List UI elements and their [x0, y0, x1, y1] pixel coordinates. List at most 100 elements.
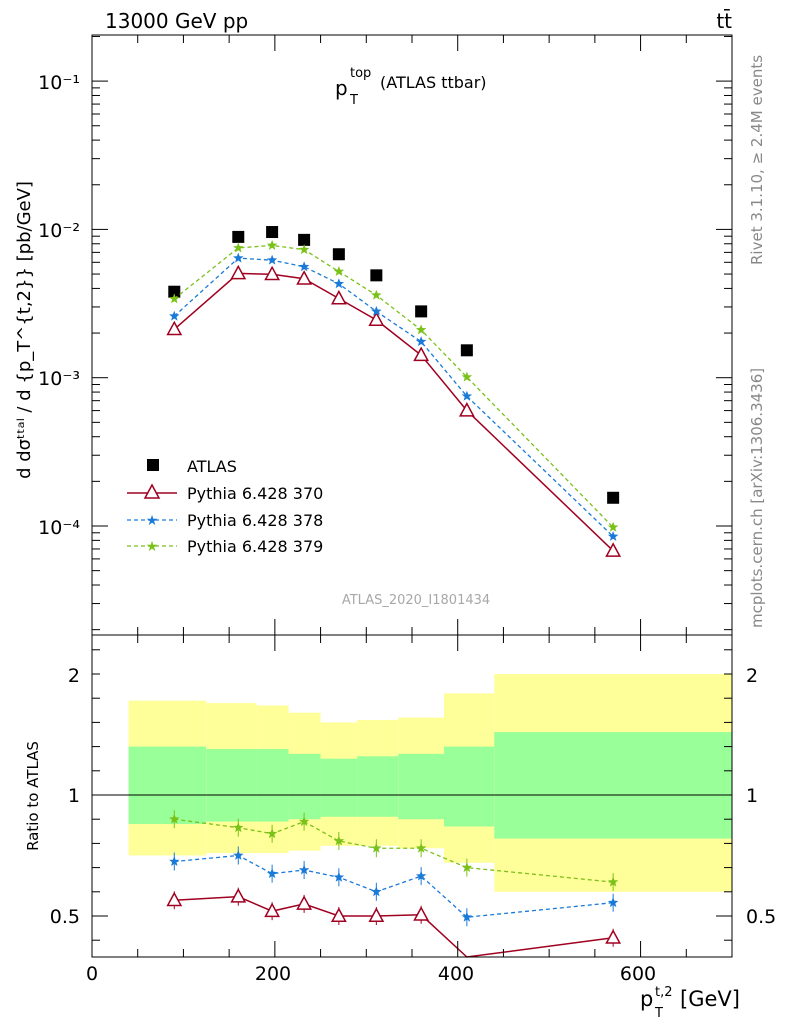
- plot-title: p top T (ATLAS ttbar): [335, 66, 487, 108]
- ratio-point: [233, 850, 244, 860]
- data-point: [230, 264, 247, 280]
- x-axis-label: p t,2 T [GeV]: [640, 985, 740, 1021]
- ratio-y-tick-label-right: 2: [746, 665, 758, 687]
- ratio-point: [607, 897, 619, 908]
- ratio-point: [415, 870, 427, 881]
- ratio-band-inner: [398, 753, 444, 820]
- ratio-y-tick-label: 0.5: [50, 906, 80, 928]
- data-point: [461, 371, 473, 382]
- data-point: [266, 239, 278, 250]
- title-suffix: (ATLAS ttbar): [380, 73, 487, 92]
- ratio-point: [333, 871, 345, 882]
- data-point: [264, 265, 281, 281]
- main-y-axis-label-text: d dσᵗᵗᵃˡ / d {p_T^{t,2}} [pb/GeV]: [14, 181, 35, 479]
- data-point: [266, 226, 279, 239]
- data-point: [415, 324, 427, 335]
- ratio-point: [166, 891, 183, 907]
- ratio-point: [169, 813, 180, 824]
- ratio-point: [298, 864, 310, 875]
- ratio-y-tick-label-right: 0.5: [746, 906, 776, 928]
- data-point: [233, 252, 244, 263]
- data-point: [333, 266, 345, 276]
- ratio-series-layer: [166, 810, 622, 958]
- ratio-point: [266, 828, 278, 839]
- data-point: [461, 390, 473, 401]
- main-y-tick-labels: 10⁻⁴ 10⁻³ 10⁻² 10⁻¹: [38, 72, 80, 539]
- data-point: [458, 402, 475, 417]
- legend-item-pythia379: ★ Pythia 6.428 379: [127, 537, 323, 556]
- ratio-y-tick-label: 2: [68, 665, 80, 687]
- ratio-point: [461, 911, 473, 922]
- main-series-line: [173, 272, 614, 552]
- legend-item-pythia370: Pythia 6.428 370: [127, 483, 323, 503]
- ratio-point: [415, 842, 427, 853]
- main-y-tick-label: 10⁻³: [38, 368, 80, 390]
- ratio-point: [330, 907, 347, 922]
- legend-item-atlas: ATLAS: [147, 457, 237, 476]
- data-point: [415, 336, 427, 347]
- data-point: [371, 289, 382, 300]
- ratio-point: [169, 856, 180, 866]
- legend-item-pythia378: ★ Pythia 6.428 378: [127, 511, 323, 530]
- ratio-band-inner: [494, 732, 732, 839]
- data-point: [607, 491, 620, 504]
- data-point: [168, 285, 181, 298]
- ratio-band-inner: [320, 758, 358, 817]
- title-subscript: T: [349, 93, 358, 108]
- ratio-axis-ticks: [91, 635, 733, 957]
- legend-label: Pythia 6.428 379: [187, 537, 323, 556]
- energy-label: 13000 GeV pp: [105, 9, 248, 33]
- ratio-point: [230, 888, 247, 903]
- data-point: [415, 305, 428, 318]
- data-point: [333, 278, 345, 289]
- data-point: [233, 242, 244, 253]
- data-point: [607, 531, 619, 541]
- x-axis-label-superscript: t,2: [655, 985, 673, 1000]
- data-point: [368, 311, 385, 326]
- data-point: [332, 248, 345, 261]
- data-point: [298, 233, 311, 246]
- ratio-point: [461, 862, 473, 872]
- ratio-point: [266, 868, 278, 879]
- x-tick-label: 600: [620, 963, 656, 985]
- main-y-tick-label: 10⁻²: [38, 220, 80, 242]
- rivet-label: Rivet 3.1.10, ≥ 2.4M events: [748, 55, 766, 265]
- legend-triangle-marker: [143, 483, 161, 499]
- ratio-band-inner: [206, 749, 257, 822]
- ratio-point: [264, 902, 281, 918]
- data-point: [169, 293, 180, 304]
- legend-star-marker: ★: [146, 539, 159, 555]
- data-point: [266, 254, 278, 265]
- x-axis-label-subscript: T: [654, 1006, 663, 1021]
- ratio-y-tick-label-right: 1: [746, 785, 758, 807]
- ratio-band-inner: [444, 746, 495, 827]
- data-point: [166, 320, 183, 336]
- ratio-band-inner: [357, 756, 399, 817]
- main-series-layer: [166, 226, 622, 557]
- main-y-axis-label: d dσᵗᵗᵃˡ / d {p_T^{t,2}} [pb/GeV]: [14, 181, 35, 479]
- main-axis-ticks: [91, 35, 733, 635]
- x-tick-label: 200: [255, 963, 291, 985]
- title-superscript: top: [350, 66, 371, 81]
- ratio-y-axis-label-text: Ratio to ATLAS: [24, 741, 42, 851]
- ratio-band-inner: [256, 749, 289, 822]
- main-y-tick-label: 10⁻¹: [38, 72, 80, 94]
- data-point: [298, 261, 310, 272]
- data-point: [169, 310, 180, 321]
- ratio-band-inner: [128, 746, 207, 825]
- mcplots-label: mcplots.cern.ch [arXiv:1306.3436]: [748, 368, 766, 628]
- data-point: [298, 244, 310, 255]
- legend-label: Pythia 6.428 378: [187, 511, 323, 530]
- ratio-series-line: [174, 895, 614, 958]
- ratio-point: [298, 816, 310, 827]
- ratio-point: [371, 886, 382, 897]
- data-point: [232, 230, 245, 243]
- ratio-band-inner: [288, 753, 321, 820]
- analysis-id-watermark: ATLAS_2020_I1801434: [342, 593, 490, 608]
- legend-square-marker: [147, 459, 159, 471]
- ratio-point: [371, 842, 382, 853]
- data-point: [370, 269, 383, 282]
- data-point: [413, 346, 430, 362]
- title-main: p: [335, 76, 348, 100]
